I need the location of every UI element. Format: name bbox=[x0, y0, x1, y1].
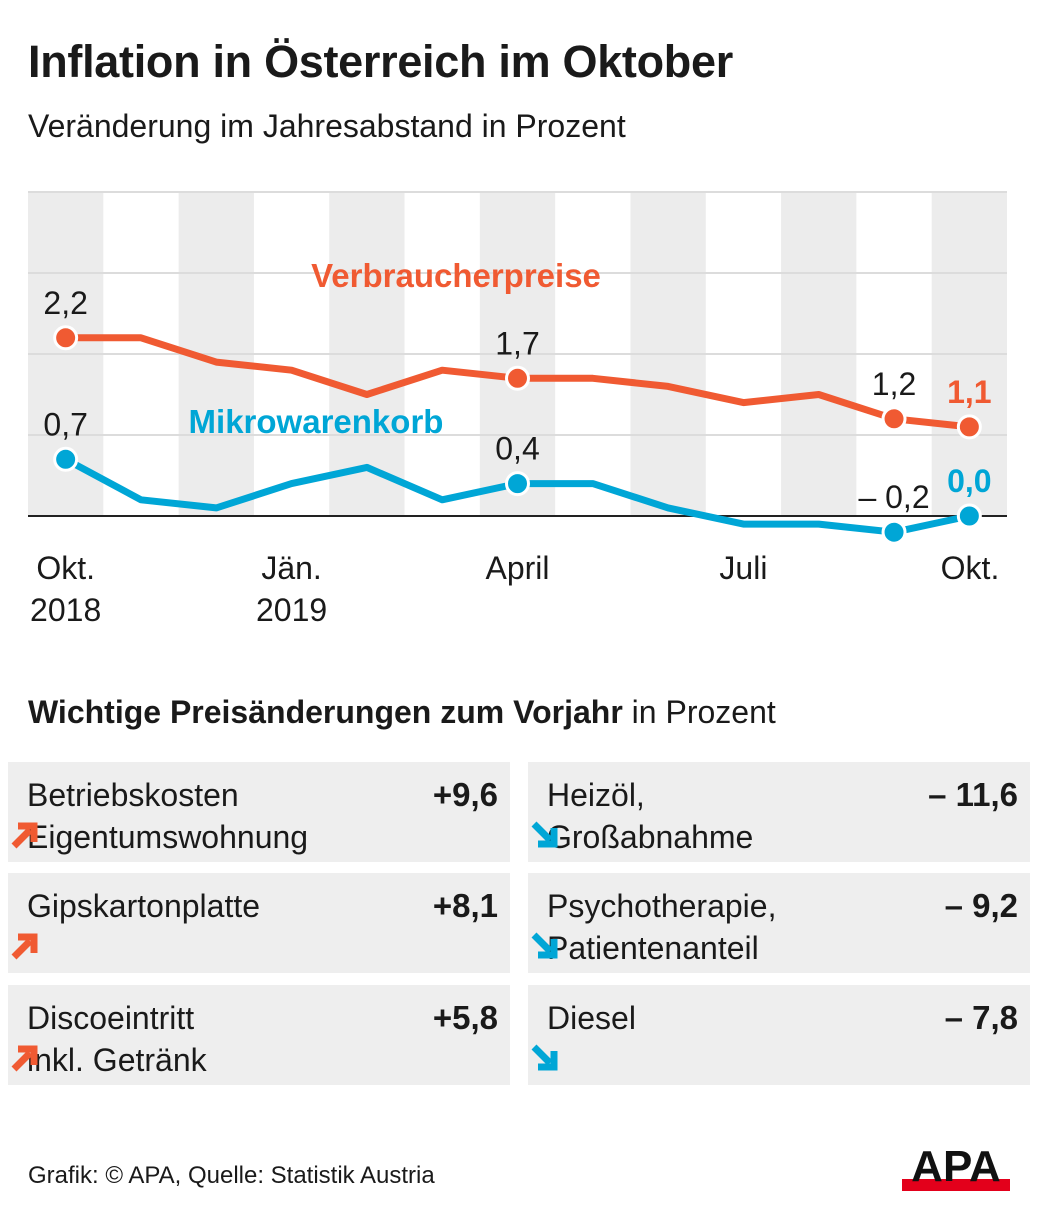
price-change-card: Betriebskosten Eigentumswohnung +9,6 bbox=[8, 762, 510, 862]
series-name-verbraucherpreise: Verbraucherpreise bbox=[311, 257, 601, 294]
item-value: – 11,6 bbox=[928, 776, 1018, 813]
item-value: – 9,2 bbox=[944, 887, 1018, 924]
x-tick-label: Jän. bbox=[261, 550, 321, 586]
data-point bbox=[505, 471, 530, 497]
price-change-card: Heizöl, Großabnahme – 11,6 bbox=[528, 762, 1030, 862]
data-point bbox=[53, 446, 79, 472]
section-heading-bold: Wichtige Preisänderungen zum Vorjahr bbox=[28, 694, 623, 730]
item-label: Betriebskosten Eigentumswohnung bbox=[27, 777, 309, 855]
x-tick-label: April bbox=[485, 550, 549, 586]
section-heading: Wichtige Preisänderungen zum Vorjahr in … bbox=[28, 694, 776, 731]
item-value: – 7,8 bbox=[944, 999, 1018, 1036]
item-value: +8,1 bbox=[432, 887, 498, 924]
subtitle: Veränderung im Jahresabstand in Prozent bbox=[28, 108, 626, 144]
apa-logo: APA bbox=[902, 1143, 1010, 1191]
item-label: Gipskartonplatte bbox=[27, 888, 261, 924]
data-label: – 0,2 bbox=[858, 479, 929, 515]
item-label: Discoeintritt inkl. Getränk bbox=[27, 1000, 207, 1078]
page-title: Inflation in Österreich im Oktober bbox=[28, 36, 733, 87]
x-tick-label-year: 2019 bbox=[256, 592, 327, 628]
arrow-down-icon bbox=[531, 821, 558, 848]
line-chart: 2,2 1,7 1,2 1,1 0,7 0,4 – 0,2 0,0 Verbraucherpre… bbox=[28, 191, 1007, 628]
arrow-down-icon bbox=[531, 932, 558, 959]
arrow-up-icon bbox=[11, 822, 38, 849]
data-label: 1,1 bbox=[947, 374, 991, 410]
data-point bbox=[881, 519, 907, 545]
arrow-up-icon bbox=[11, 1045, 38, 1072]
item-label: Diesel bbox=[547, 1000, 636, 1036]
series-name-mikrowarenkorb: Mikrowarenkorb bbox=[189, 403, 444, 440]
data-label: 0,4 bbox=[495, 431, 539, 467]
price-change-card: Gipskartonplatte +8,1 bbox=[8, 873, 510, 973]
source-note: Grafik: © APA, Quelle: Statistik Austria bbox=[28, 1162, 435, 1189]
data-point bbox=[505, 365, 530, 391]
data-label: 2,2 bbox=[43, 285, 87, 321]
item-label: Psychotherapie, Patientenanteil bbox=[547, 888, 777, 966]
data-label: 1,2 bbox=[872, 366, 916, 402]
svg-text:APA: APA bbox=[911, 1143, 1001, 1191]
arrow-down-icon bbox=[531, 1044, 558, 1071]
x-tick-label: Okt. bbox=[941, 550, 1000, 586]
price-change-card: Psychotherapie, Patientenanteil – 9,2 bbox=[528, 873, 1030, 973]
data-label: 0,0 bbox=[947, 463, 991, 499]
arrow-up-icon bbox=[11, 933, 38, 960]
item-label: Heizöl, Großabnahme bbox=[547, 777, 754, 855]
item-value: +9,6 bbox=[432, 776, 498, 813]
data-point bbox=[881, 406, 907, 432]
x-tick-label-year: 2018 bbox=[30, 592, 101, 628]
price-change-card: Diesel – 7,8 bbox=[528, 985, 1030, 1085]
price-change-card: Discoeintritt inkl. Getränk +5,8 bbox=[8, 985, 510, 1085]
x-tick-label: Okt. bbox=[36, 550, 95, 586]
x-tick-label: Juli bbox=[719, 550, 767, 586]
item-value: +5,8 bbox=[432, 999, 498, 1036]
data-point bbox=[53, 325, 79, 351]
data-label: 1,7 bbox=[495, 325, 539, 361]
data-label: 0,7 bbox=[43, 406, 87, 442]
data-point bbox=[956, 503, 982, 529]
section-heading-rest: in Prozent bbox=[622, 694, 776, 730]
data-point bbox=[956, 414, 982, 440]
